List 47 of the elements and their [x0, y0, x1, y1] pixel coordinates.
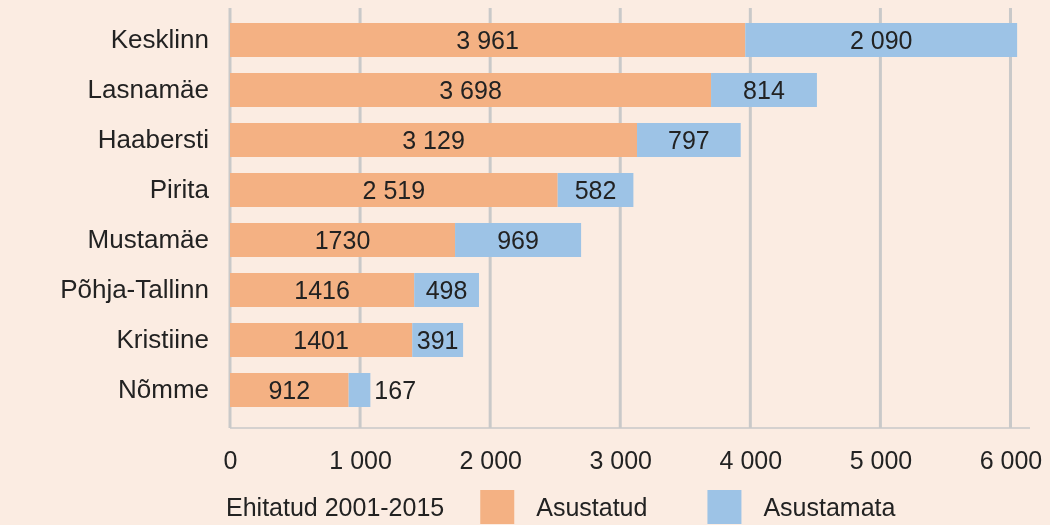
data-label: 1416 [294, 276, 350, 304]
x-tick-label: 2 000 [459, 445, 522, 474]
data-label: 2 090 [849, 26, 913, 54]
data-label: 3 698 [439, 76, 502, 104]
bar [230, 323, 413, 357]
legend-label: Asustamata [763, 493, 896, 521]
x-tick-label: 1 000 [329, 445, 392, 474]
bar [745, 23, 1018, 57]
bar [230, 223, 456, 257]
bar [230, 73, 712, 107]
y-tick-label: Nõmme [117, 374, 209, 405]
bar [637, 123, 741, 157]
data-label: 3 961 [456, 26, 519, 54]
data-label: 391 [416, 326, 459, 354]
data-label: 167 [374, 376, 417, 404]
bar [230, 273, 415, 307]
x-tick-label: 3 000 [589, 445, 653, 474]
y-tick-label: Mustamäe [87, 224, 209, 255]
data-label: 969 [497, 226, 539, 254]
x-tick-label: 4 000 [719, 445, 783, 474]
y-tick-label: Pirita [149, 174, 210, 205]
bar [348, 373, 371, 407]
data-label: 912 [268, 376, 311, 404]
x-tick-label: 0 [223, 445, 238, 474]
legend-label: Asustatud [536, 493, 648, 521]
data-label: 3 129 [402, 126, 465, 154]
data-label: 1730 [314, 226, 371, 254]
y-tick-label: Lasnamäe [87, 74, 209, 105]
bar [230, 373, 349, 407]
y-tick-label: Haabersti [97, 124, 209, 155]
data-label: 2 519 [362, 176, 426, 204]
legend-title: Ehitatud 2001-2015 [226, 493, 445, 521]
y-tick-label: Kristiine [116, 324, 209, 355]
bar [230, 123, 638, 157]
y-tick-label: Kesklinn [110, 24, 209, 55]
x-tick-label: 5 000 [849, 445, 913, 474]
bar [711, 73, 817, 107]
data-label: 1401 [293, 326, 349, 354]
y-tick-label: Põhja-Tallinn [60, 274, 209, 305]
data-label: 582 [574, 176, 617, 204]
bar [230, 23, 746, 57]
bar [455, 223, 582, 257]
x-tick-label: 6 000 [979, 445, 1043, 474]
bar [230, 173, 558, 207]
data-label: 498 [425, 276, 468, 304]
data-label: 814 [743, 76, 785, 104]
data-label: 797 [668, 126, 710, 154]
